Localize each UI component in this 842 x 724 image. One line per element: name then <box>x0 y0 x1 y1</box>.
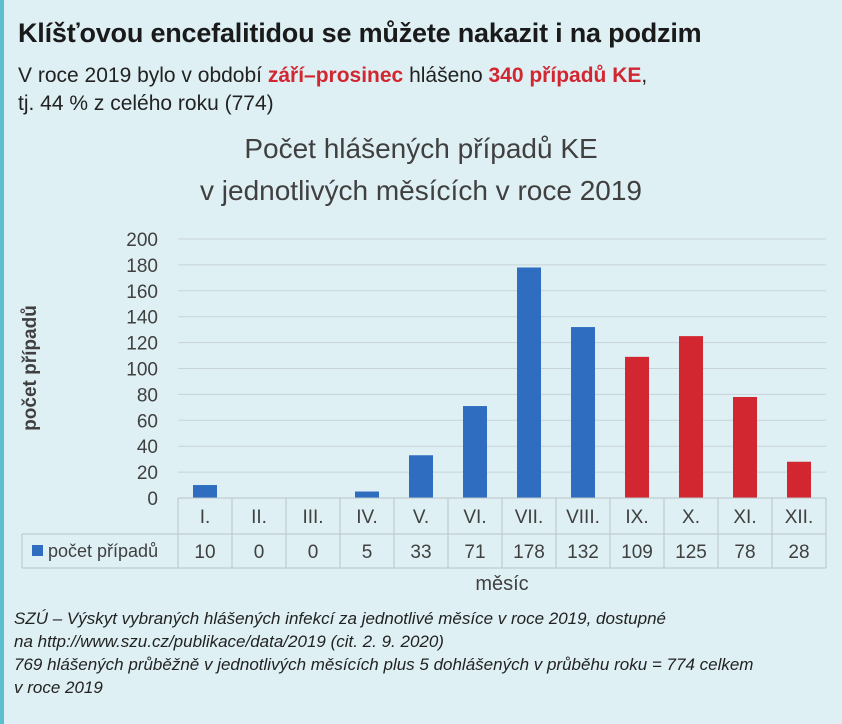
data-value-label: 71 <box>464 542 485 563</box>
x-tick-label: V. <box>413 507 429 528</box>
x-tick-label: VIII. <box>566 507 600 528</box>
bar-XI. <box>733 396 757 498</box>
x-tick-label: VI. <box>463 507 486 528</box>
data-value-label: 178 <box>513 542 545 563</box>
data-value-label: 0 <box>308 542 319 563</box>
x-tick-label: VII. <box>515 507 544 528</box>
bar-XII. <box>787 461 811 498</box>
data-value-label: 109 <box>621 542 653 563</box>
chart-title-line-1: Počet hlášených případů KE <box>244 133 598 164</box>
y-tick-label: 140 <box>126 308 158 329</box>
lead-part-3: , <box>641 64 648 87</box>
data-value-label: 10 <box>194 542 215 563</box>
data-value-label: 132 <box>567 542 599 563</box>
lead-part-2: hlášeno <box>403 64 489 87</box>
y-tick-label: 100 <box>126 360 158 381</box>
bar-I. <box>193 485 217 498</box>
x-tick-label: III. <box>302 507 323 528</box>
lead-line-1: V roce 2019 bylo v období září–prosinec … <box>18 62 647 90</box>
x-tick-label: II. <box>251 507 267 528</box>
grid-lines <box>178 238 826 499</box>
y-tick-label: 160 <box>126 282 158 303</box>
bar-VI. <box>463 406 487 498</box>
y-tick-label: 120 <box>126 334 158 355</box>
x-tick-label: IX. <box>625 507 648 528</box>
data-value-label: 33 <box>410 542 431 563</box>
chart-title: Počet hlášených případů KE v jednotlivýc… <box>0 128 842 212</box>
y-tick-label: 20 <box>137 463 158 484</box>
x-tick-label: IV. <box>356 507 378 528</box>
y-axis-label: počet případů <box>20 305 41 431</box>
data-value-label: 28 <box>788 542 809 563</box>
accent-stripe <box>0 0 4 724</box>
bar-VIII. <box>571 327 595 498</box>
lead-highlight-count: 340 případů KE <box>488 64 642 87</box>
legend-swatch <box>32 545 43 556</box>
x-tick-label: XII. <box>785 507 814 528</box>
headline: Klíšťovou encefalitidou se můžete nakazi… <box>18 18 702 48</box>
y-tick-label: 200 <box>126 230 158 251</box>
x-tick-label: I. <box>200 507 211 528</box>
lead-line-2: tj. 44 % z celého roku (774) <box>18 92 274 115</box>
bars <box>193 267 811 498</box>
lead-highlight-period: září–prosinec <box>267 64 404 87</box>
bar-X. <box>679 336 703 498</box>
chart-title-line-2: v jednotlivých měsících v roce 2019 <box>200 175 642 206</box>
bar-IV. <box>355 491 379 498</box>
lead-text: V roce 2019 bylo v období září–prosinec … <box>18 62 647 118</box>
bar-VII. <box>517 267 541 498</box>
data-value-label: 78 <box>734 542 755 563</box>
lead-part-1: V roce 2019 bylo v období <box>18 64 268 87</box>
x-tick-label: XI. <box>733 507 756 528</box>
data-table: I. 10 II. 0 III. 0 IV. 5 V. 33 VI. 71 VII. 178 VIII. 13… <box>21 497 827 569</box>
x-tick-label: X. <box>682 507 700 528</box>
y-tick-label: 80 <box>137 385 158 406</box>
legend-label: počet případů <box>48 541 158 561</box>
data-value-label: 0 <box>254 542 265 563</box>
y-tick-label: 40 <box>137 437 158 458</box>
source-line-3: 769 hlášených průběžně v jednotlivých mě… <box>14 655 754 674</box>
y-axis-ticks: 0 20 40 60 80 100 120 140 160 180 200 <box>126 230 158 510</box>
y-tick-label: 0 <box>147 489 158 510</box>
source-note: SZÚ – Výskyt vybraných hlášených infekcí… <box>14 607 829 699</box>
y-tick-label: 180 <box>126 256 158 277</box>
data-value-label: 5 <box>362 542 373 563</box>
y-tick-label: 60 <box>137 411 158 432</box>
bar-V. <box>409 455 433 498</box>
source-line-4: v roce 2019 <box>14 678 103 697</box>
data-value-label: 125 <box>675 542 707 563</box>
bar-IX. <box>625 356 649 498</box>
source-line-1: SZÚ – Výskyt vybraných hlášených infekcí… <box>14 609 666 628</box>
x-axis-label: měsíc <box>475 573 528 595</box>
source-line-2: na http://www.szu.cz/publikace/data/2019… <box>14 632 444 651</box>
